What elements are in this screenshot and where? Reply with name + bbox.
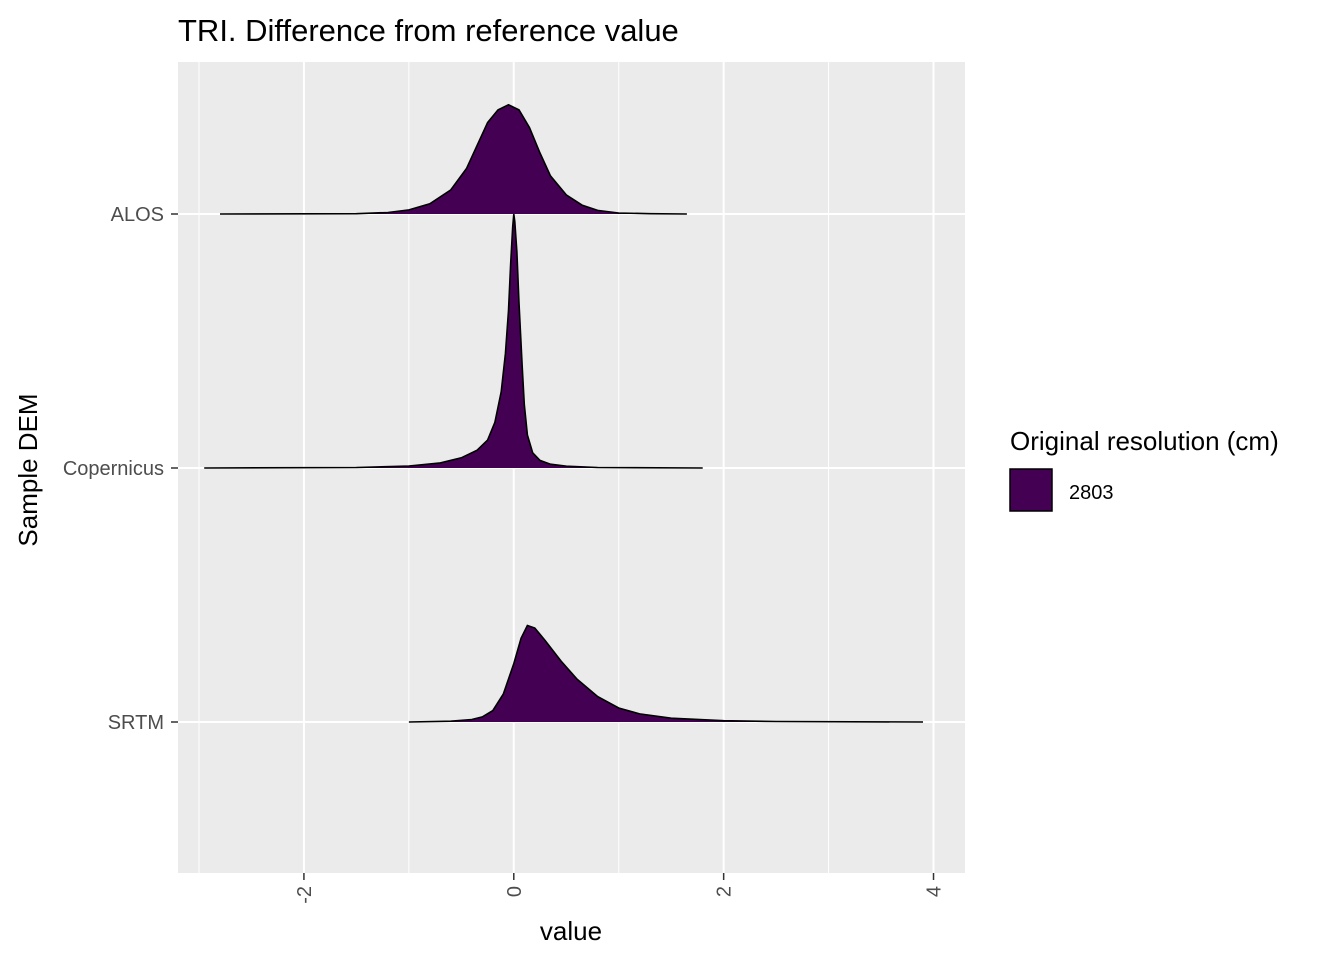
legend-key (1009, 468, 1053, 512)
y-axis-title: Sample DEM (13, 393, 43, 546)
legend-label: 2803 (1069, 482, 1114, 504)
y-tick-label: ALOS (111, 204, 164, 226)
y-tick-label: Copernicus (63, 458, 164, 480)
ridge-line-copernicus (204, 213, 703, 469)
y-tick-label: SRTM (108, 712, 164, 734)
x-tick-label: 0 (504, 886, 526, 897)
ridge-line-srtm (408, 624, 924, 723)
legend: Original resolution (cm) 2803 (1009, 426, 1279, 512)
ridge-line-alos (219, 103, 687, 215)
ridges (204, 103, 924, 723)
x-tick-label: 4 (924, 886, 946, 897)
chart-title: TRI. Difference from reference value (178, 13, 679, 48)
legend-title: Original resolution (cm) (1010, 426, 1279, 456)
x-tick-label: -2 (294, 886, 316, 904)
x-axis: -2 0 2 4 (294, 873, 946, 904)
x-axis-title: value (540, 916, 602, 946)
ridge-fill-srtm (408, 625, 923, 722)
ridge-fill-alos (220, 104, 687, 214)
y-axis: ALOS Copernicus SRTM (63, 204, 178, 734)
x-tick-label: 2 (714, 886, 736, 897)
